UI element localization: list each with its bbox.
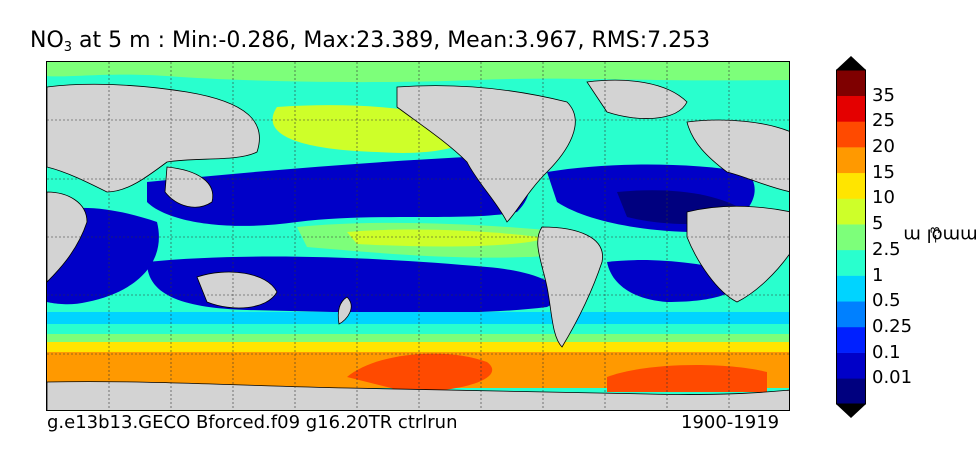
map-gridlines (47, 62, 789, 410)
colorbar-tick-label: 5 (872, 213, 884, 235)
title-stats: at 5 m : Min:-0.286, Max:23.389, Mean:3.… (72, 28, 711, 53)
southern-band-1 (47, 312, 789, 324)
southern-band-2 (47, 324, 789, 334)
southern-band-4 (47, 342, 789, 352)
colorbar-segment (836, 275, 866, 302)
plot-title: NO3 at 5 m : Min:-0.286, Max:23.389, Mea… (30, 28, 810, 55)
colorbar-tick-label: 2.5 (872, 238, 901, 260)
colorbar-segment (836, 326, 866, 353)
colorbar (836, 56, 866, 418)
australia (196, 271, 278, 309)
colorbar-tick-label: 1 (872, 264, 884, 286)
colorbar-segment (836, 172, 866, 199)
colorbar-segment (836, 301, 866, 328)
colorbar-segment (836, 121, 866, 148)
arctic-band (47, 62, 789, 83)
units-base: mmol m (902, 224, 978, 246)
years-label: 1900-1919 (681, 412, 780, 433)
north-america (396, 85, 576, 223)
colorbar-tick-label: 35 (872, 84, 895, 106)
colorbar-min-arrow (836, 404, 866, 418)
colorbar-max-arrow (836, 56, 866, 70)
colorbar-segment (836, 198, 866, 225)
run-name-label: g.e13b13.GECO Bforced.f09 g16.20TR ctrlr… (47, 412, 458, 433)
colorbar-tick-label: 0.25 (872, 315, 913, 337)
colorbar-outline (836, 69, 866, 405)
colorbar-segment (836, 224, 866, 251)
southern-band-3 (47, 334, 789, 342)
south-america (537, 226, 603, 348)
colorbar-segment (836, 249, 866, 276)
colorbar-tick-label: 0.5 (872, 290, 901, 312)
colorbar-tick-label: 10 (872, 187, 895, 209)
new-zealand (337, 296, 352, 325)
antarctica (47, 381, 789, 410)
title-variable-subscript: 3 (63, 40, 73, 55)
colorbar-segment (836, 70, 866, 96)
world-map (46, 61, 790, 411)
colorbar-tick-label: 25 (872, 110, 895, 132)
southern-patch-2 (607, 365, 767, 392)
colorbar-tick-label: 15 (872, 161, 895, 183)
colorbar-segment (836, 147, 866, 174)
europe (686, 119, 789, 192)
greenland (586, 79, 688, 119)
colorbar-segments (836, 70, 866, 405)
north-pacific-gyre (147, 157, 529, 226)
colorbar-tick-label: 0.1 (872, 341, 901, 363)
colorbar-segment (836, 95, 866, 122)
equatorial-core (347, 229, 547, 247)
colorbar-tick-label: 20 (872, 136, 895, 158)
units-label: mmol m −3 (903, 180, 977, 290)
title-variable: NO (30, 28, 64, 53)
africa-west (686, 205, 789, 303)
southern-patch-1 (347, 353, 493, 392)
map-canvas (47, 62, 789, 410)
colorbar-tick-label: 0.01 (872, 367, 913, 389)
eurasia (47, 83, 260, 193)
colorbar-segment (836, 378, 866, 405)
southeast-asia (164, 166, 214, 208)
colorbar-segment (836, 352, 866, 379)
